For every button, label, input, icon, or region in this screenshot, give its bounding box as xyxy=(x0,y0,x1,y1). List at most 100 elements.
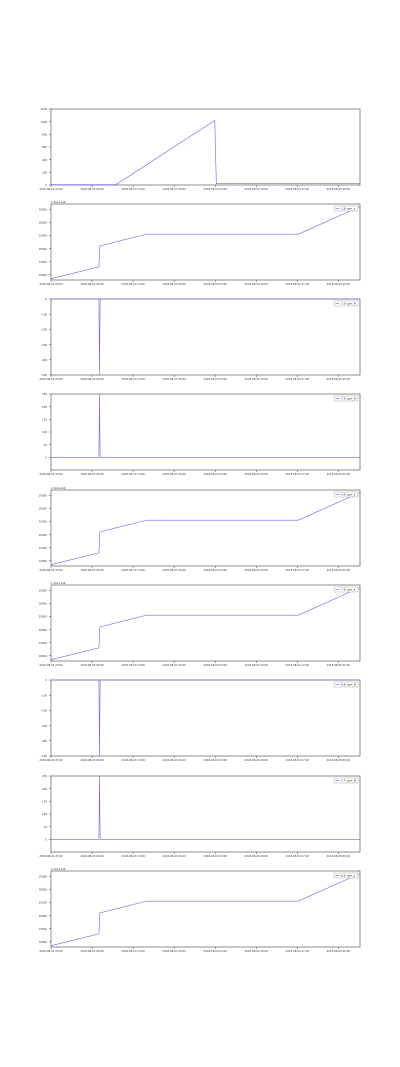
x-tick-label: 2018-08-04 03:00 xyxy=(204,377,228,381)
x-tick-label: 2018-08-05 00:00 xyxy=(327,377,351,381)
x-tick-label: 2018-08-03 20:00 xyxy=(162,663,186,667)
y-tick-label: 15000 xyxy=(39,546,48,550)
y-tick-label: 0 xyxy=(45,183,47,187)
x-tick-label: 2018-08-04 10:00 xyxy=(245,854,269,858)
x-tick-label: 2018-08-03 13:00 xyxy=(121,282,145,286)
x-tick-label: 2018-08-04 10:00 xyxy=(245,663,269,667)
axis-offset-label: 1.5e3+1e9 xyxy=(51,867,66,871)
legend-box xyxy=(333,586,359,593)
x-tick-label: 2018-08-02 23:00 xyxy=(39,472,63,476)
x-tick-label: 2018-08-05 00:00 xyxy=(327,568,351,572)
x-tick-label: 2018-08-03 06:00 xyxy=(80,282,104,286)
y-tick-label: 30000 xyxy=(39,507,48,511)
x-tick-label: 2018-08-02 23:00 xyxy=(39,949,63,953)
y-tick-label: -200 xyxy=(41,328,47,332)
x-tick-label: 2018-08-02 23:00 xyxy=(39,377,63,381)
legend-label: 9.8 cpm_ft xyxy=(341,683,357,687)
y-tick-label: -400 xyxy=(41,358,47,362)
x-tick-label: 2018-08-02 23:00 xyxy=(39,568,63,572)
y-tick-label: 20000 xyxy=(39,914,48,918)
y-tick-label: 25000 xyxy=(39,234,48,238)
chart-panel: 0 50 100 150 200 250 2018-08-02 23:00 2018-08-0… xyxy=(0,389,400,481)
y-tick-label: 35000 xyxy=(39,493,48,497)
x-tick-label: 2018-08-04 03:00 xyxy=(204,282,228,286)
legend-label: 8.8 cpm_s xyxy=(341,874,356,878)
legend-label: 7.9 cpm_s xyxy=(341,588,356,592)
x-tick-label: 2018-08-03 13:00 xyxy=(121,472,145,476)
y-tick-label: 25000 xyxy=(39,615,48,619)
x-tick-label: 2018-08-04 03:00 xyxy=(204,758,228,762)
x-tick-label: 2018-08-03 13:00 xyxy=(121,187,145,191)
x-tick-label: 2018-08-03 20:00 xyxy=(162,187,186,191)
chart-svg: 10000 15000 20000 25000 30000 35000 2018-08-02… xyxy=(39,581,361,667)
series-line xyxy=(50,587,361,660)
x-tick-label: 2018-08-04 03:00 xyxy=(204,472,228,476)
y-tick-label: -500 xyxy=(41,754,47,758)
chart-svg: 10000 15000 20000 25000 30000 35000 2018-08-02… xyxy=(39,486,361,572)
x-tick-label: 2018-08-03 13:00 xyxy=(121,377,145,381)
legend-label: 1.8 cpm_s xyxy=(341,207,356,211)
x-tick-label: 2018-08-05 00:00 xyxy=(327,472,351,476)
y-tick-label: -500 xyxy=(41,373,47,377)
x-tick-label: 2018-08-03 06:00 xyxy=(80,187,104,191)
chart-svg: 0 200 400 600 800 1000 1200 2018-08-02 23:00 201… xyxy=(39,107,361,191)
series-line xyxy=(51,298,360,376)
x-tick-label: 2018-08-03 20:00 xyxy=(162,949,186,953)
x-tick-label: 2018-08-03 20:00 xyxy=(162,472,186,476)
y-tick-label: 0 xyxy=(45,297,47,301)
y-tick-label: 250 xyxy=(42,392,47,396)
x-tick-label: 2018-08-04 10:00 xyxy=(245,187,269,191)
y-tick-label: 25000 xyxy=(39,520,48,524)
y-tick-label: 150 xyxy=(42,418,47,422)
plot-frame xyxy=(50,108,361,186)
plot-frame xyxy=(50,775,361,853)
x-tick-label: 2018-08-04 10:00 xyxy=(245,472,269,476)
series-line xyxy=(51,679,360,757)
y-tick-label: 250 xyxy=(42,774,47,778)
x-tick-label: 2018-08-03 13:00 xyxy=(121,854,145,858)
y-tick-label: 50 xyxy=(44,443,48,447)
chart-panel: 0 -100 -200 -300 -400 -500 2018-08-02 23:00 201… xyxy=(0,675,400,767)
series-line xyxy=(51,775,360,840)
y-tick-label: 30000 xyxy=(39,221,48,225)
x-tick-label: 2018-08-03 20:00 xyxy=(162,758,186,762)
series-line xyxy=(51,119,360,185)
x-tick-label: 2018-08-04 10:00 xyxy=(245,568,269,572)
y-tick-label: 600 xyxy=(42,145,47,149)
x-tick-label: 2018-08-03 06:00 xyxy=(80,472,104,476)
y-tick-label: 100 xyxy=(42,812,47,816)
x-tick-label: 2018-08-04 17:00 xyxy=(286,949,310,953)
y-tick-label: 10000 xyxy=(39,654,48,658)
y-tick-label: 100 xyxy=(42,430,47,434)
y-tick-label: 15000 xyxy=(39,260,48,264)
series-line xyxy=(50,873,361,946)
axis-offset-label: 1.5e3+1e9 xyxy=(51,200,66,204)
y-tick-label: -300 xyxy=(41,343,47,347)
y-tick-label: 200 xyxy=(42,787,47,791)
legend-label: 7.9 cpm_ft xyxy=(341,397,357,401)
plot-frame xyxy=(50,489,361,567)
x-tick-label: 2018-08-03 06:00 xyxy=(80,854,104,858)
legend-box xyxy=(333,300,359,307)
y-tick-label: 200 xyxy=(42,171,47,175)
x-tick-label: 2018-08-03 20:00 xyxy=(162,568,186,572)
legend-box xyxy=(333,395,359,402)
y-tick-label: 1000 xyxy=(40,120,47,124)
x-tick-label: 2018-08-03 06:00 xyxy=(80,663,104,667)
x-tick-label: 2018-08-04 17:00 xyxy=(286,282,310,286)
x-tick-label: 2018-08-04 03:00 xyxy=(204,187,228,191)
y-tick-label: 0 xyxy=(45,838,47,842)
chart-svg: 0 50 100 150 200 250 2018-08-02 23:00 2018-08-0… xyxy=(39,392,361,476)
x-tick-label: 2018-08-04 17:00 xyxy=(286,854,310,858)
x-tick-label: 2018-08-03 20:00 xyxy=(162,282,186,286)
x-tick-label: 2018-08-03 06:00 xyxy=(80,758,104,762)
y-tick-label: -100 xyxy=(41,312,47,316)
x-tick-label: 2018-08-03 13:00 xyxy=(121,663,145,667)
x-tick-label: 2018-08-02 23:00 xyxy=(39,282,63,286)
plot-frame xyxy=(50,298,361,376)
y-tick-label: 1200 xyxy=(40,107,47,111)
x-tick-label: 2018-08-02 23:00 xyxy=(39,854,63,858)
y-tick-label: -400 xyxy=(41,739,47,743)
x-tick-label: 2018-08-04 10:00 xyxy=(245,758,269,762)
